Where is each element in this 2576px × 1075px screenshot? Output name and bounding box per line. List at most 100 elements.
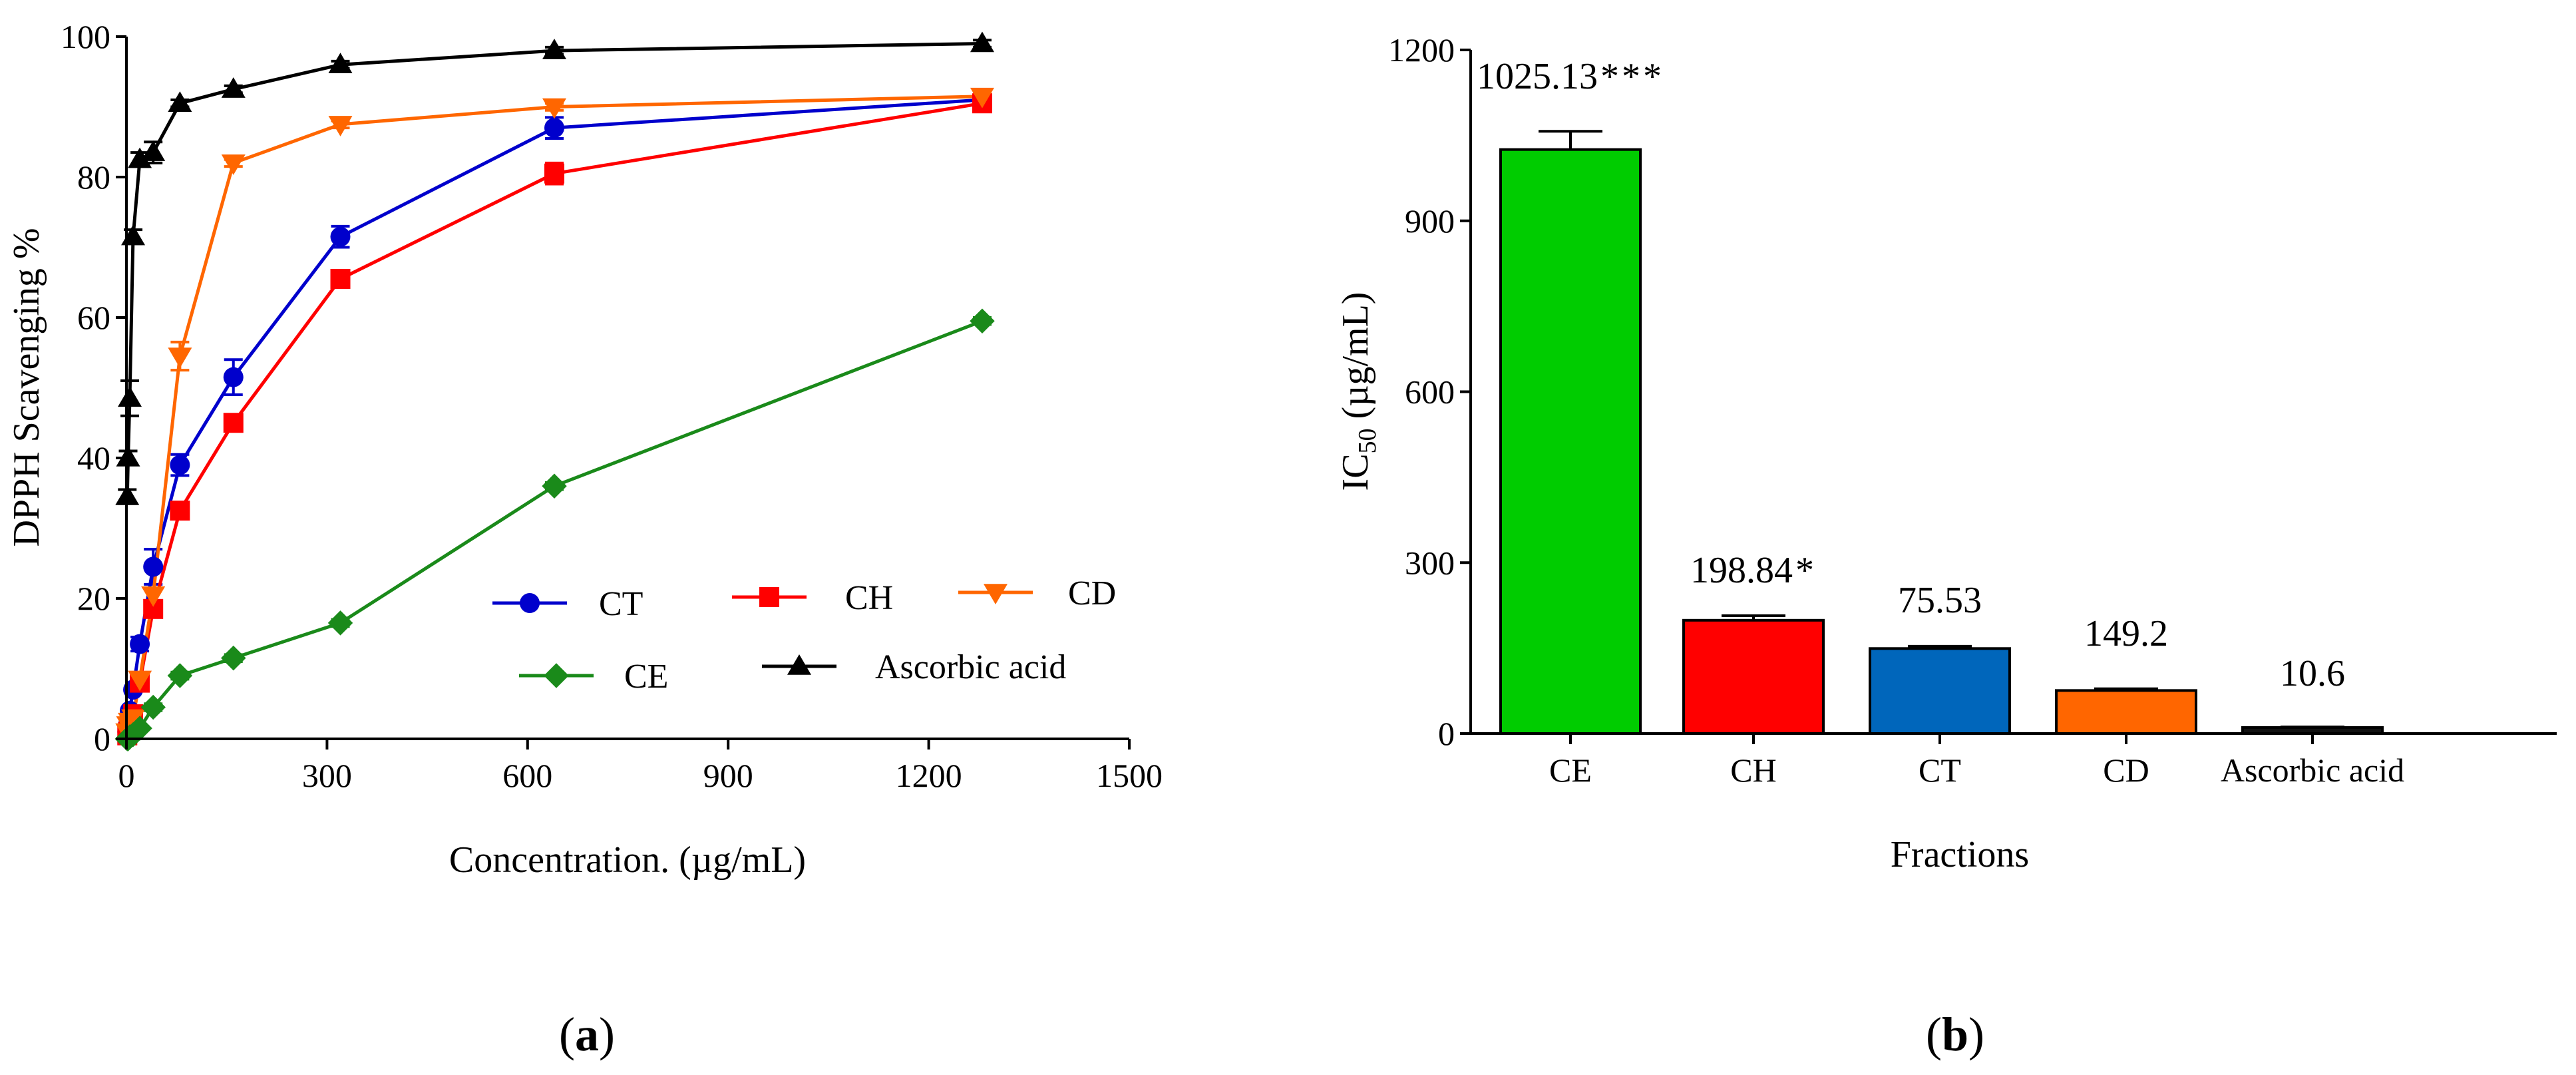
marker-cd <box>221 154 246 175</box>
y-tick-label: 100 <box>61 18 110 55</box>
marker-cd <box>328 116 353 136</box>
panel-a-legend: CT CH CD CE Ascorbic acid <box>492 574 1116 696</box>
y-tick-label: 1200 <box>1388 31 1455 69</box>
panel-a-x-ticks: 0 300 600 900 1200 1500 <box>118 739 1163 794</box>
panel-b-y-title-sub: 50 <box>1354 428 1381 453</box>
marker-ct <box>170 455 190 475</box>
y-tick-label: 300 <box>1405 544 1455 581</box>
x-tick-label-ct: CT <box>1919 752 1961 789</box>
series-line-ch <box>125 101 983 736</box>
panel-b-y-axis-title: IC50 (µg/mL) <box>1335 292 1381 491</box>
legend-marker-ascorbic-acid <box>787 654 811 675</box>
legend-label-ascorbic-acid: Ascorbic acid <box>875 648 1066 686</box>
marker-ct <box>223 367 244 387</box>
legend-marker-cd <box>984 584 1008 604</box>
series-line-ct <box>125 98 983 732</box>
marker-ascorbic-acid <box>328 53 353 73</box>
legend-label-cd: CD <box>1068 574 1116 612</box>
panel-a-series-lines <box>125 42 983 741</box>
legend-label-ct: CT <box>599 585 643 623</box>
marker-cd <box>542 98 566 119</box>
series-line-cd <box>125 95 983 732</box>
marker-ce <box>327 610 353 636</box>
legend-label-ch: CH <box>845 579 893 617</box>
x-tick-label: 300 <box>302 757 352 794</box>
marker-ch <box>223 413 244 433</box>
bar-ch <box>1682 618 1825 736</box>
legend-entry-ch: CH <box>732 579 893 617</box>
bar-ce <box>1499 148 1642 736</box>
y-tick-label: 20 <box>77 580 110 617</box>
marker-ct <box>544 118 564 138</box>
panel-b-letter: b <box>1942 1008 1968 1061</box>
panel-a-y-axis-title: DPPH Scavenging % <box>6 228 47 546</box>
marker-ce <box>542 473 567 499</box>
y-tick-label: 40 <box>77 439 110 477</box>
y-tick-label: 80 <box>77 158 110 196</box>
x-tick-label-ascorbic-acid: Ascorbic acid <box>2221 752 2404 789</box>
legend-entry-ct: CT <box>492 585 643 623</box>
x-tick-label: 900 <box>703 757 753 794</box>
marker-cd <box>128 670 152 692</box>
panel-b-y-title-main: IC <box>1335 453 1376 491</box>
marker-ct <box>330 226 351 247</box>
marker-ascorbic-acid <box>121 224 146 246</box>
legend-marker-ct <box>520 593 540 613</box>
panel-a-line-chart: 0 20 40 60 80 100 0 300 600 900 1200 1500 DPPH Sca… <box>6 18 1163 1061</box>
legend-label-ce: CE <box>624 658 668 696</box>
y-tick-label: 0 <box>1438 715 1455 752</box>
panel-b-bars <box>1499 148 2384 736</box>
marker-ascorbic-acid <box>141 140 166 161</box>
y-tick-label: 0 <box>94 720 110 757</box>
y-tick-label: 600 <box>1405 373 1455 411</box>
marker-ch <box>170 501 190 521</box>
data-label-ch: 198.84* <box>1690 550 1817 591</box>
data-label-ct: 75.53 <box>1898 580 1982 621</box>
marker-ce <box>167 663 193 688</box>
panel-a-letter: a <box>575 1008 599 1061</box>
marker-cd <box>141 586 166 607</box>
marker-ascorbic-acid <box>221 77 246 98</box>
panel-b-x-ticks: CE CH CT CD Ascorbic acid <box>1549 734 2404 789</box>
data-label-cd: 149.2 <box>2084 613 2168 654</box>
panel-b-y-title-rest: (µg/mL) <box>1335 292 1376 429</box>
marker-ce <box>127 716 152 741</box>
x-tick-label-cd: CD <box>2103 752 2149 789</box>
legend-marker-ce <box>544 663 569 688</box>
panel-b-y-ticks: 0 300 600 900 1200 <box>1388 31 1471 752</box>
panel-b-x-axis-title: Fractions <box>1891 834 2029 875</box>
legend-entry-cd: CD <box>958 574 1116 612</box>
marker-ce <box>220 645 246 671</box>
bar-ct <box>1869 647 2011 736</box>
marker-cd <box>970 87 994 108</box>
marker-ce <box>140 694 166 720</box>
x-tick-label: 600 <box>502 757 552 794</box>
marker-cd <box>168 347 192 369</box>
x-tick-label: 1500 <box>1096 757 1163 794</box>
panel-a-label: (a) <box>559 1008 615 1061</box>
legend-marker-ch <box>759 587 779 607</box>
marker-ce <box>970 308 995 334</box>
legend-entry-ce: CE <box>519 658 668 696</box>
data-label-ascorbic-acid: 10.6 <box>2280 653 2345 694</box>
marker-ch <box>544 163 564 184</box>
panel-b-label: (b) <box>1926 1008 1984 1061</box>
x-tick-label-ch: CH <box>1730 752 1776 789</box>
significance-ce: *** <box>1600 56 1664 97</box>
marker-ascorbic-acid <box>116 446 140 467</box>
marker-ascorbic-acid <box>118 386 142 407</box>
data-label-ce: 1025.13*** <box>1477 56 1664 97</box>
panel-b-error-bars <box>1539 130 2344 729</box>
marker-ascorbic-acid <box>970 31 994 53</box>
marker-ch <box>330 268 351 289</box>
significance-ch: * <box>1795 550 1817 591</box>
panel-b-bar-chart: 0 300 600 900 1200 CE CH CT CD Ascorbic acid 102… <box>1335 31 2557 1061</box>
bar-cd <box>2055 689 2197 735</box>
marker-ct <box>143 556 164 577</box>
x-tick-label: 1200 <box>896 757 962 794</box>
marker-ascorbic-acid <box>168 91 192 112</box>
panel-b-data-labels: 1025.13*** 198.84* 75.53 149.2 10.6 <box>1477 56 2345 694</box>
marker-ascorbic-acid <box>542 39 566 59</box>
marker-ascorbic-acid <box>128 147 152 168</box>
